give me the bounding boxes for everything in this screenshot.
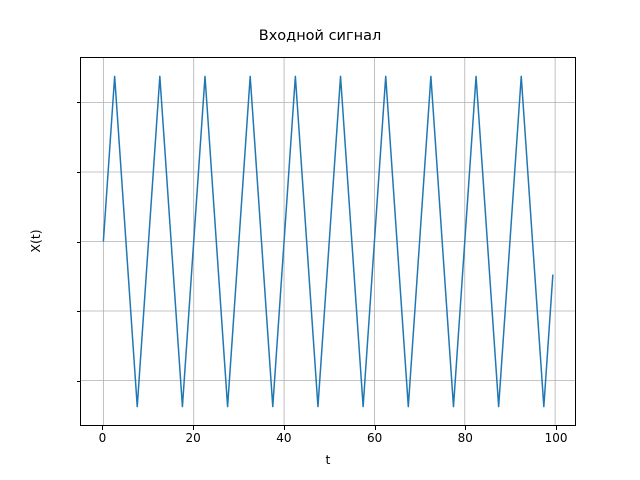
x-tick-label: 20 [185,431,201,445]
chart-title: Входной сигнал [258,28,382,44]
x-tick-label: 40 [276,431,292,445]
x-axis-label: t [325,452,331,467]
x-tick-mark [283,426,285,430]
x-tick-label: 100 [544,431,568,445]
x-tick-mark [193,426,195,430]
x-tick-mark [102,426,104,430]
y-tick-mark [76,171,80,173]
x-tick-mark [374,426,376,430]
signal-polyline [102,75,554,408]
x-tick-label: 0 [98,431,107,445]
y-tick-mark [76,381,80,383]
y-tick-mark [76,101,80,103]
signal-line-plot [102,75,554,408]
x-tick-mark [465,426,467,430]
y-axis-label: X(t) [28,229,43,253]
x-tick-label: 60 [366,431,383,445]
plot-axes [80,57,576,426]
y-tick-mark [76,311,80,313]
x-tick-mark [556,426,558,430]
x-tick-label: 80 [457,431,473,445]
y-tick-mark [76,241,80,243]
